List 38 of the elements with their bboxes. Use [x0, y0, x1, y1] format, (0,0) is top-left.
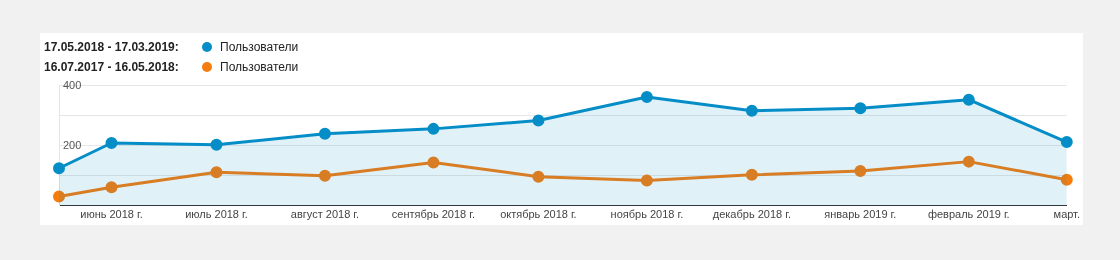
x-tick-label: июль 2018 г.	[185, 208, 248, 221]
legend-label: Пользователи	[220, 40, 299, 54]
point	[640, 91, 653, 104]
point	[427, 156, 440, 169]
x-tick-label: ноябрь 2018 г.	[610, 208, 684, 221]
x-tick-label: июнь 2018 г.	[80, 208, 143, 221]
point	[745, 104, 758, 117]
y-tick-label: 400	[63, 78, 82, 91]
point	[105, 181, 118, 194]
point	[962, 93, 975, 106]
point	[1060, 136, 1073, 149]
point	[854, 164, 867, 177]
x-tick-label: октябрь 2018 г.	[500, 208, 577, 221]
point	[640, 174, 653, 187]
point	[318, 127, 331, 140]
text: 16.07.2017 - 16.05.2018:	[44, 60, 180, 74]
x-tick-label: август 2018 г.	[290, 208, 360, 221]
point	[318, 169, 331, 182]
point	[854, 102, 867, 115]
point	[210, 166, 223, 179]
point	[105, 137, 118, 149]
point	[427, 122, 440, 135]
x-tick-label: март.	[1053, 208, 1080, 221]
point	[962, 155, 975, 168]
point	[210, 138, 223, 151]
x-tick-label: сентябрь 2018 г.	[391, 208, 475, 221]
legend-label: Пользователи	[220, 60, 299, 74]
point	[745, 168, 758, 181]
point	[532, 170, 545, 183]
point	[532, 114, 545, 127]
point	[53, 162, 65, 175]
x-tick-label: январь 2019 г.	[824, 208, 897, 221]
point	[53, 190, 65, 203]
x-tick-label: февраль 2019 г.	[927, 208, 1010, 221]
y-tick-label: 200	[63, 138, 82, 151]
x-tick-label: декабрь 2018 г.	[712, 208, 791, 221]
text: 17.05.2018 - 17.03.2019:	[44, 40, 180, 54]
point	[1060, 173, 1073, 186]
